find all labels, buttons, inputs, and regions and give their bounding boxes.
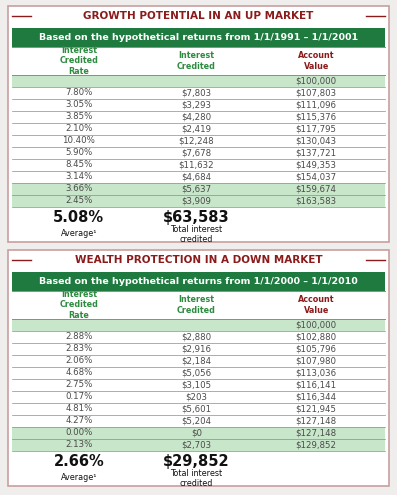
Text: $4,280: $4,280 [181, 112, 212, 121]
Text: 4.68%: 4.68% [65, 368, 93, 377]
Text: $12,248: $12,248 [179, 136, 214, 145]
Text: Total interest
credited: Total interest credited [170, 469, 223, 489]
Text: $2,916: $2,916 [181, 344, 212, 353]
Text: Total interest
credited: Total interest credited [170, 225, 223, 245]
Text: $203: $203 [185, 392, 208, 401]
Text: $7,803: $7,803 [181, 88, 212, 97]
Text: $137,721: $137,721 [296, 148, 337, 157]
Text: $130,043: $130,043 [296, 136, 337, 145]
Text: 0.00%: 0.00% [65, 428, 93, 437]
Text: $63,583: $63,583 [163, 210, 230, 225]
Text: $163,583: $163,583 [296, 196, 337, 205]
Text: $102,880: $102,880 [296, 332, 337, 341]
Text: 2.45%: 2.45% [65, 196, 93, 205]
Text: $11,632: $11,632 [179, 160, 214, 169]
Text: Interest
Credited: Interest Credited [177, 295, 216, 315]
Text: $149,353: $149,353 [296, 160, 337, 169]
Text: $3,293: $3,293 [181, 100, 212, 109]
Text: GROWTH POTENTIAL IN AN UP MARKET: GROWTH POTENTIAL IN AN UP MARKET [83, 11, 314, 21]
FancyBboxPatch shape [12, 427, 385, 439]
Text: Interest
Credited
Rate: Interest Credited Rate [60, 46, 98, 76]
Text: 4.27%: 4.27% [65, 416, 93, 425]
Text: 3.14%: 3.14% [65, 172, 93, 181]
Text: $105,796: $105,796 [296, 344, 337, 353]
Text: $113,036: $113,036 [296, 368, 337, 377]
Text: 3.66%: 3.66% [65, 184, 93, 193]
Text: 2.66%: 2.66% [54, 454, 104, 469]
Text: $0: $0 [191, 428, 202, 437]
FancyBboxPatch shape [12, 195, 385, 206]
Text: $154,037: $154,037 [296, 172, 337, 181]
Text: $4,684: $4,684 [181, 172, 212, 181]
Text: $127,148: $127,148 [296, 416, 337, 425]
Text: Average¹: Average¹ [61, 229, 97, 238]
FancyBboxPatch shape [8, 250, 389, 487]
Text: WEALTH PROTECTION IN A DOWN MARKET: WEALTH PROTECTION IN A DOWN MARKET [75, 255, 322, 265]
Text: $129,852: $129,852 [296, 440, 337, 449]
Text: 2.06%: 2.06% [65, 356, 93, 365]
Text: 3.05%: 3.05% [65, 100, 93, 109]
FancyBboxPatch shape [12, 319, 385, 331]
Text: $107,980: $107,980 [296, 356, 337, 365]
Text: $127,148: $127,148 [296, 428, 337, 437]
Text: $100,000: $100,000 [296, 320, 337, 329]
Text: Account
Value: Account Value [298, 51, 334, 71]
Text: 10.40%: 10.40% [62, 136, 95, 145]
Text: $115,376: $115,376 [296, 112, 337, 121]
Text: $5,204: $5,204 [181, 416, 212, 425]
FancyBboxPatch shape [8, 6, 389, 243]
Text: $121,945: $121,945 [296, 404, 337, 413]
Text: 2.75%: 2.75% [65, 380, 93, 389]
Text: 4.81%: 4.81% [65, 404, 93, 413]
Text: 5.90%: 5.90% [65, 148, 93, 157]
FancyBboxPatch shape [12, 75, 385, 87]
Text: 8.45%: 8.45% [65, 160, 93, 169]
Text: Based on the hypothetical returns from 1/1/1991 – 1/1/2001: Based on the hypothetical returns from 1… [39, 33, 358, 42]
Text: $2,703: $2,703 [181, 440, 212, 449]
Text: $2,419: $2,419 [181, 124, 212, 133]
Text: $107,803: $107,803 [296, 88, 337, 97]
Text: 5.08%: 5.08% [53, 210, 104, 225]
Text: 2.83%: 2.83% [65, 344, 93, 353]
Text: 0.17%: 0.17% [65, 392, 93, 401]
Text: $116,344: $116,344 [296, 392, 337, 401]
FancyBboxPatch shape [12, 439, 385, 450]
Text: $3,909: $3,909 [181, 196, 212, 205]
Text: $29,852: $29,852 [163, 454, 230, 469]
Text: $5,056: $5,056 [181, 368, 212, 377]
Text: $117,795: $117,795 [296, 124, 337, 133]
Text: $2,880: $2,880 [181, 332, 212, 341]
Text: 2.13%: 2.13% [65, 440, 93, 449]
Text: 7.80%: 7.80% [65, 88, 93, 97]
Text: Interest
Credited: Interest Credited [177, 51, 216, 71]
Text: $2,184: $2,184 [181, 356, 212, 365]
FancyBboxPatch shape [12, 183, 385, 195]
Text: $159,674: $159,674 [296, 184, 337, 193]
Text: $3,105: $3,105 [181, 380, 212, 389]
Text: Based on the hypothetical returns from 1/1/2000 – 1/1/2010: Based on the hypothetical returns from 1… [39, 277, 358, 286]
Text: 3.85%: 3.85% [65, 112, 93, 121]
Text: $7,678: $7,678 [181, 148, 212, 157]
Text: Account
Value: Account Value [298, 295, 334, 315]
Text: $100,000: $100,000 [296, 76, 337, 85]
Text: 2.10%: 2.10% [65, 124, 93, 133]
Text: $116,141: $116,141 [296, 380, 337, 389]
Text: $111,096: $111,096 [296, 100, 337, 109]
Text: Average¹: Average¹ [61, 473, 97, 482]
Text: $5,637: $5,637 [181, 184, 212, 193]
Text: $5,601: $5,601 [181, 404, 212, 413]
Text: Interest
Credited
Rate: Interest Credited Rate [60, 290, 98, 320]
FancyBboxPatch shape [12, 28, 385, 47]
FancyBboxPatch shape [12, 272, 385, 291]
Text: 2.88%: 2.88% [65, 332, 93, 341]
